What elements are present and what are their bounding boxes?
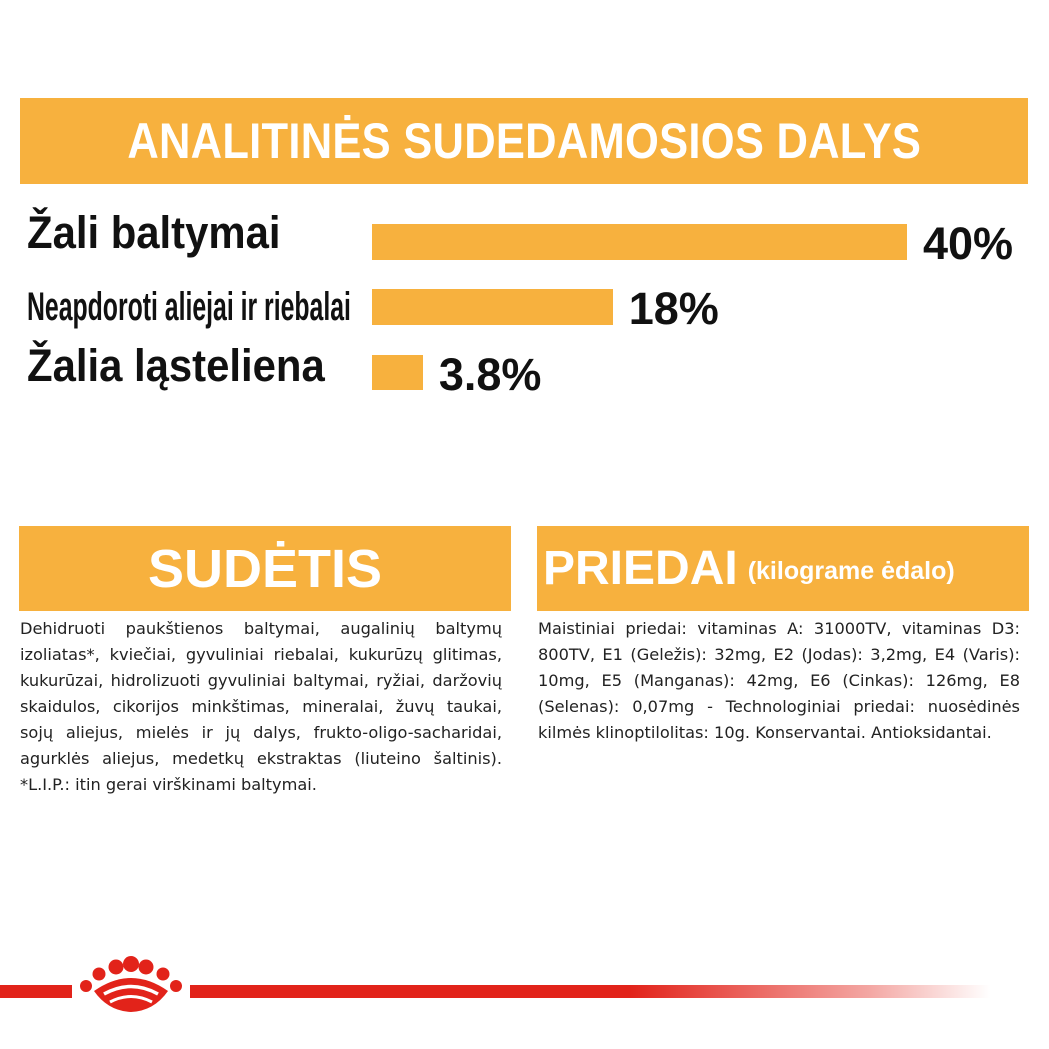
brand-line-right xyxy=(190,985,990,998)
priedai-text: Maistiniai priedai: vitaminas A: 31000TV… xyxy=(538,619,1020,742)
row-label: Žalia ląsteliena xyxy=(27,340,325,391)
sudetis-text: Dehidruoti paukštienos baltymai, augalin… xyxy=(20,619,502,794)
bar xyxy=(372,289,613,325)
priedai-banner: PRIEDAI (kilograme ėdalo) xyxy=(537,526,1029,611)
sudetis-banner: SUDĖTIS xyxy=(19,526,511,611)
priedai-subtitle: (kilograme ėdalo) xyxy=(747,557,955,585)
bar xyxy=(372,355,423,390)
crown-logo-icon xyxy=(80,956,182,1012)
row-label: Žali baltymai xyxy=(27,207,281,258)
sudetis-title: SUDĖTIS xyxy=(147,538,383,599)
brand-line-left xyxy=(0,985,72,998)
bar-value-label: 40% xyxy=(923,218,1014,269)
bar-value-label: 3.8% xyxy=(438,349,542,400)
row-label: Neapdoroti aliejai ir riebalai xyxy=(27,285,351,329)
header-banner: ANALITINĖS SUDEDAMOSIOS DALYS xyxy=(20,98,1028,184)
bar xyxy=(372,224,907,260)
header-title: ANALITINĖS SUDEDAMOSIOS DALYS xyxy=(127,113,921,169)
bar-value-label: 18% xyxy=(628,283,719,334)
priedai-title: PRIEDAI xyxy=(543,542,738,595)
